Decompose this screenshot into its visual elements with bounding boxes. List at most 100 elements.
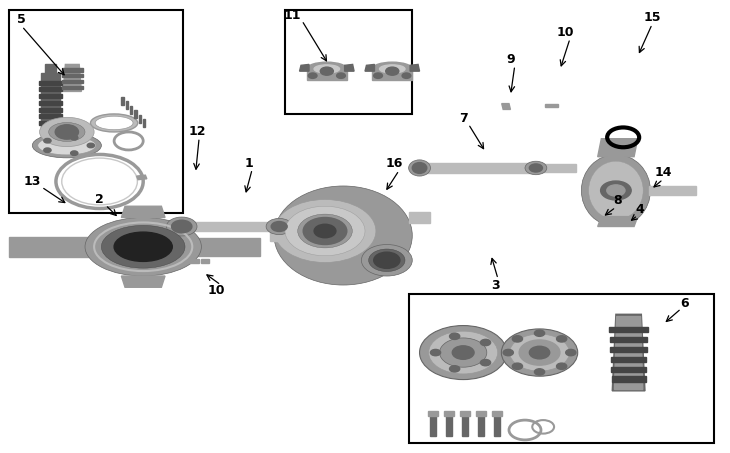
Polygon shape xyxy=(478,415,484,436)
Circle shape xyxy=(503,349,513,356)
Ellipse shape xyxy=(369,249,405,271)
Ellipse shape xyxy=(588,161,643,220)
Polygon shape xyxy=(462,415,468,436)
Circle shape xyxy=(450,333,460,339)
Polygon shape xyxy=(62,68,82,72)
Polygon shape xyxy=(610,327,648,333)
Polygon shape xyxy=(137,175,147,180)
Ellipse shape xyxy=(38,136,96,155)
Polygon shape xyxy=(431,415,437,436)
Text: 14: 14 xyxy=(654,166,672,179)
Ellipse shape xyxy=(95,116,133,130)
Text: 6: 6 xyxy=(680,297,689,309)
Polygon shape xyxy=(610,347,647,352)
Polygon shape xyxy=(611,366,646,372)
Text: 11: 11 xyxy=(283,10,301,22)
Ellipse shape xyxy=(91,114,138,132)
Polygon shape xyxy=(201,259,209,263)
Ellipse shape xyxy=(274,199,376,263)
Ellipse shape xyxy=(101,226,185,268)
Polygon shape xyxy=(39,87,62,92)
Polygon shape xyxy=(126,101,128,110)
Polygon shape xyxy=(39,101,62,105)
Ellipse shape xyxy=(409,160,431,176)
Polygon shape xyxy=(492,411,502,416)
Polygon shape xyxy=(299,64,309,71)
Circle shape xyxy=(431,349,441,356)
Ellipse shape xyxy=(581,154,650,226)
Polygon shape xyxy=(62,80,82,83)
Polygon shape xyxy=(494,415,500,436)
Bar xyxy=(270,230,281,241)
Text: 9: 9 xyxy=(506,53,515,67)
Circle shape xyxy=(556,363,566,369)
Polygon shape xyxy=(39,94,62,98)
Text: 3: 3 xyxy=(491,279,500,292)
Circle shape xyxy=(534,330,545,337)
Circle shape xyxy=(556,336,566,342)
Circle shape xyxy=(450,366,460,372)
Circle shape xyxy=(320,67,334,75)
Text: 2: 2 xyxy=(95,193,104,206)
Ellipse shape xyxy=(307,62,347,76)
FancyBboxPatch shape xyxy=(285,10,412,114)
Polygon shape xyxy=(64,64,81,92)
Bar xyxy=(9,237,107,257)
Ellipse shape xyxy=(271,222,287,231)
Bar xyxy=(420,163,532,173)
Polygon shape xyxy=(121,276,165,287)
Polygon shape xyxy=(39,108,62,112)
Circle shape xyxy=(87,143,94,148)
Circle shape xyxy=(374,252,400,268)
Bar xyxy=(539,164,576,172)
Polygon shape xyxy=(307,69,347,80)
Polygon shape xyxy=(615,317,643,390)
Ellipse shape xyxy=(412,163,427,173)
Circle shape xyxy=(303,217,347,245)
Ellipse shape xyxy=(453,346,474,359)
Polygon shape xyxy=(612,314,645,391)
Circle shape xyxy=(374,73,383,78)
FancyBboxPatch shape xyxy=(9,10,183,213)
Ellipse shape xyxy=(85,217,201,276)
Polygon shape xyxy=(121,97,123,105)
Polygon shape xyxy=(545,104,558,107)
Circle shape xyxy=(402,73,411,78)
Polygon shape xyxy=(42,73,60,127)
Ellipse shape xyxy=(285,206,365,256)
Circle shape xyxy=(308,73,317,78)
Bar xyxy=(165,238,260,256)
Circle shape xyxy=(71,151,78,155)
Polygon shape xyxy=(39,115,62,118)
Text: 5: 5 xyxy=(18,13,26,26)
Text: 12: 12 xyxy=(189,125,207,139)
Circle shape xyxy=(534,369,545,375)
Ellipse shape xyxy=(510,334,569,371)
Circle shape xyxy=(71,135,78,140)
Ellipse shape xyxy=(439,338,487,367)
Polygon shape xyxy=(429,411,439,416)
Text: 4: 4 xyxy=(636,203,645,216)
Ellipse shape xyxy=(607,185,625,196)
Text: 1: 1 xyxy=(245,157,253,170)
Polygon shape xyxy=(39,81,62,85)
Polygon shape xyxy=(598,217,638,226)
Ellipse shape xyxy=(519,340,560,365)
Polygon shape xyxy=(447,415,453,436)
Polygon shape xyxy=(410,64,420,71)
Ellipse shape xyxy=(420,326,507,380)
Polygon shape xyxy=(610,337,648,342)
Polygon shape xyxy=(502,104,510,110)
Polygon shape xyxy=(130,106,132,114)
Circle shape xyxy=(512,336,523,342)
Text: 10: 10 xyxy=(556,26,574,39)
Ellipse shape xyxy=(601,181,631,200)
Polygon shape xyxy=(598,139,638,157)
Polygon shape xyxy=(611,357,647,362)
Polygon shape xyxy=(121,206,165,217)
Ellipse shape xyxy=(274,186,412,285)
Bar xyxy=(409,212,431,223)
Circle shape xyxy=(480,339,491,346)
Ellipse shape xyxy=(114,232,172,261)
FancyBboxPatch shape xyxy=(409,294,714,443)
